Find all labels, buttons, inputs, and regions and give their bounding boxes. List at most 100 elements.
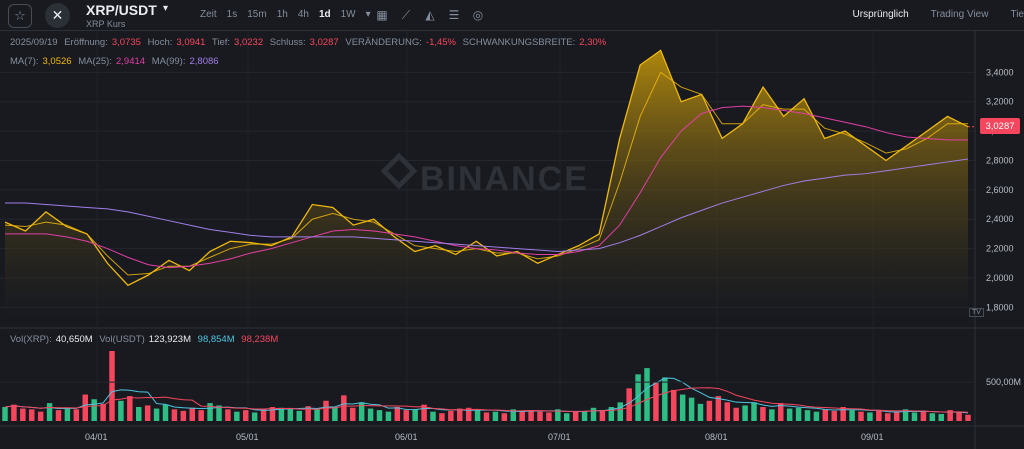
chart-type-icon[interactable]: ◭ xyxy=(425,8,435,22)
x-tick-label: 09/01 xyxy=(861,432,884,442)
high-value: 3,0941 xyxy=(176,37,206,48)
open-value: 3,0735 xyxy=(111,37,141,48)
volume-bar xyxy=(822,409,829,421)
y-tick-label: 2,0000 xyxy=(986,273,1014,283)
volume-bar xyxy=(465,407,472,421)
volume-bar xyxy=(216,405,222,421)
volume-bar xyxy=(91,399,97,421)
volume-bar xyxy=(64,407,71,421)
price-chart[interactable]: 1,80002,00002,20002,40002,60002,80003,00… xyxy=(0,31,1024,449)
volume-bar xyxy=(697,403,704,421)
y-tick-label: 3,4000 xyxy=(986,67,1014,77)
x-tick-label: 06/01 xyxy=(395,432,418,442)
favorite-button[interactable]: ☆ xyxy=(8,4,32,28)
volume-bar xyxy=(769,409,775,421)
volume-bar xyxy=(519,410,525,421)
volume-bar xyxy=(483,412,490,421)
star-outline-icon: ☆ xyxy=(14,8,26,24)
interval-4[interactable]: 4h xyxy=(297,9,309,20)
last-price-tag: 3,0287 xyxy=(980,118,1020,134)
volume-bar xyxy=(590,407,597,421)
volume-bar xyxy=(189,407,195,421)
volume-bar xyxy=(296,410,302,421)
ma-legend: MA(7): 3,0526 MA(25): 2,9414 MA(99): 2,8086 xyxy=(10,56,223,67)
ma7-value: 3,0526 xyxy=(42,56,72,67)
volume-bar xyxy=(760,407,766,421)
volume-bar xyxy=(127,396,133,421)
volume-bar xyxy=(902,409,909,421)
volume-bar xyxy=(180,410,187,421)
volume-bar xyxy=(314,409,320,421)
chevron-down-icon[interactable]: ▾ xyxy=(163,3,169,14)
volume-bar xyxy=(849,410,855,421)
volume-bar xyxy=(581,410,588,421)
interval-0[interactable]: Zeit xyxy=(200,9,217,20)
candle-date: 2025/09/19 xyxy=(10,37,58,48)
volume-bar xyxy=(778,403,784,421)
volume-bar xyxy=(305,406,311,421)
volume-bar xyxy=(376,410,383,421)
y-tick-label: 2,4000 xyxy=(986,214,1014,224)
interval-2[interactable]: 15m xyxy=(247,9,267,20)
settings-sliders-icon[interactable]: ☰ xyxy=(448,8,460,22)
volume-bar xyxy=(492,411,499,421)
interval-5[interactable]: 1d xyxy=(318,9,331,20)
volume-bar xyxy=(510,409,516,421)
volume-bar xyxy=(153,408,160,421)
volume-bar xyxy=(956,412,962,421)
volume-bar xyxy=(243,410,249,421)
y-tick-label: 3,2000 xyxy=(986,97,1014,107)
volume-legend: Vol(XRP): 40,650M Vol(USDT) 123,923M 98,85… xyxy=(10,334,282,345)
interval-7[interactable]: ▾ xyxy=(365,9,371,20)
interval-6[interactable]: 1W xyxy=(340,9,356,20)
pair-subtitle[interactable]: XRP Kurs xyxy=(86,19,126,29)
volume-bar xyxy=(537,411,543,421)
view-option-2[interactable]: Tie xyxy=(1010,9,1024,20)
volume-bar xyxy=(572,411,579,421)
volume-bar xyxy=(795,407,802,421)
ma25-value: 2,9414 xyxy=(116,56,146,67)
volume-bar xyxy=(358,402,365,421)
volume-bar xyxy=(332,407,338,421)
y-tick-label: 2,6000 xyxy=(986,185,1014,195)
volume-bar xyxy=(20,408,26,421)
indicator-icon[interactable]: ⟋ xyxy=(401,7,411,22)
interval-3[interactable]: 1h xyxy=(276,9,288,20)
volume-bar xyxy=(546,412,552,421)
interval-1[interactable]: 1s xyxy=(226,9,238,20)
target-icon[interactable]: ◎ xyxy=(472,8,484,22)
amplitude-label: SCHWANKUNGSBREITE: xyxy=(462,37,576,48)
volume-bar xyxy=(136,407,142,421)
calendar-icon[interactable]: ▦ xyxy=(376,8,388,22)
volume-bar xyxy=(82,394,88,421)
volume-bar xyxy=(403,410,409,421)
volume-ma-line xyxy=(4,387,969,413)
interval-selector: Zeit 1s 15m 1h 4h 1d 1W ▾ xyxy=(200,9,381,20)
chart-header: ☆ ✕ XRP/USDT ▾ XRP Kurs Zeit 1s 15m 1h 4h 1d 1… xyxy=(0,0,1024,31)
volume-bar xyxy=(911,412,918,421)
volume-bar xyxy=(144,405,151,421)
chart-toolbar: ▦ ⟋ ◭ ☰ ◎ xyxy=(370,7,490,23)
volume-bar xyxy=(394,407,401,421)
volume-bar xyxy=(198,410,204,421)
volume-bar xyxy=(876,410,882,421)
x-tick-label: 05/01 xyxy=(236,432,259,442)
pair-title[interactable]: XRP/USDT xyxy=(86,2,157,18)
low-label: Tief: xyxy=(211,37,231,48)
view-option-0[interactable]: Ursprünglich xyxy=(852,9,909,20)
view-option-1[interactable]: Trading View xyxy=(930,9,989,20)
volume-bar xyxy=(350,407,356,421)
volume-bar xyxy=(225,409,231,421)
high-label: Hoch: xyxy=(147,37,173,48)
change-label: VERÄNDERUNG: xyxy=(345,37,422,48)
volume-bar xyxy=(662,377,668,421)
volume-bar xyxy=(171,409,178,421)
volume-bar xyxy=(671,389,677,421)
vol-xrp-value: 40,650M xyxy=(55,334,93,345)
y-tick-label: 2,2000 xyxy=(986,244,1014,254)
volume-bar xyxy=(109,351,115,421)
volume-bar xyxy=(367,408,374,421)
volume-bar xyxy=(100,403,106,421)
volume-bar xyxy=(323,400,329,421)
volume-bar xyxy=(742,405,748,421)
